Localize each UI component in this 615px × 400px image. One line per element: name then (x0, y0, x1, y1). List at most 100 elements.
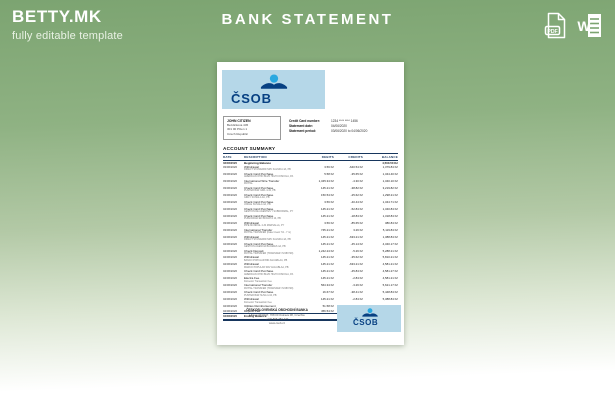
cell-credit: -45.14 Kč (350, 241, 363, 246)
table-row: 04/06/2020 Check Card Purchase GESTION AGE… (223, 242, 398, 249)
csob-logo-icon (260, 74, 288, 89)
description-main: International Transfer (244, 227, 273, 232)
cell-date: 03/06/2020 (223, 185, 237, 190)
cell-debit: 564.34 Kč (320, 283, 334, 288)
footer-bank-phone: +420 595 782 477 (265, 316, 289, 321)
table-row: 03/06/2020 Withdrawal DIRECT STANDARD SRV … (223, 165, 398, 172)
pdf-file-icon[interactable]: PDF (542, 11, 569, 40)
cell-description: Check Card Purchase AMERICAN OHIO BLVD HI… (244, 270, 306, 276)
table-row: 04/06/2020 Check Card Purchase PUBLICIDAD … (223, 214, 398, 221)
cell-balance: 4,581.27 Kč (382, 269, 398, 274)
description-main: Check Card Purchase (244, 185, 274, 190)
cell-debit: 3.56 Kč (324, 164, 334, 169)
description-detail: BANCO POPULAR BID AGUABLAA, PB (244, 258, 288, 262)
table-row: 04/06/2020 Withdrawal MARCO POPULAR SRV AG… (223, 263, 398, 270)
description-detail: GESTION AGENCIA BAJARES 4A, PB (244, 244, 286, 248)
description-detail: Domestic Transaction Fee (244, 279, 272, 283)
table-row: 04/06/2020 Check Card Purchase AMERICAN OH… (223, 270, 398, 277)
cell-credit: -2.84 Kč (352, 276, 363, 281)
cell-credit: -35.65 Kč (350, 171, 363, 176)
cell-description: International Transfer PAYPAL TRANSFER (T… (244, 284, 306, 290)
word-file-icon[interactable]: W (577, 11, 604, 40)
description-main: Check Card Purchase (244, 206, 274, 211)
cell-description: International Wire Transfer PAYPAL (244, 178, 306, 186)
description-detail: PAYPAL TRANSFER (TRANSFER 7/2483729) (244, 251, 294, 255)
description-main: Withdrawal (244, 255, 259, 260)
description-main: Withdrawal (244, 164, 259, 169)
cell-date: 04/06/2020 (223, 297, 237, 302)
cell-credit: -45.84 Kč (350, 269, 363, 274)
cell-debit: 145.21 Kč (320, 185, 334, 190)
cell-date: 03/06/2020 (223, 160, 237, 165)
table-row: 03/06/2020 Beginning Balance 4,500.50 Kč (223, 161, 398, 165)
page-title: BANK STATEMENT (221, 11, 394, 28)
description-main: Withdrawal (244, 262, 259, 267)
cell-description: Check Card Purchase GESTION DE AGENTES Y … (244, 206, 306, 214)
statement-date-value: 04/06/2020 (331, 123, 347, 128)
description-main: Check Card Purchase (244, 213, 274, 218)
cell-balance: 1,298.21 Kč (382, 192, 398, 197)
cell-date: 04/06/2020 (223, 241, 237, 246)
account-holder-address1: Bezdickova 445 (227, 123, 249, 128)
account-summary-title: ACCOUNT SUMMARY (223, 146, 276, 151)
description-main: Deposit Fee (244, 308, 261, 313)
cell-debit: 1,242.24 Kč (318, 248, 334, 253)
csob-logo-header: ČSOB (222, 70, 325, 109)
description-detail: PAYPAL (244, 182, 253, 186)
cell-balance: 4,500.50 Kč (382, 160, 398, 165)
description-main: Check Card Purchase (244, 290, 274, 295)
description-detail: PIPE MUNDIAL 4-34 MARSALLA, PY (244, 223, 285, 227)
description-detail: GESTION DE AGENTES Y SUBNORMAL, PY (244, 209, 294, 213)
brand-tagline: fully editable template (12, 30, 123, 42)
cell-debit: 1,345.34 Kč (318, 178, 334, 183)
cell-description: Check Card Purchase PUNTER BAR GIRL 4-34,… (244, 185, 306, 193)
table-row: 04/06/2020 Withdrawal DIRECT STANDARD SRV … (223, 235, 398, 242)
cell-debit: 145.21 Kč (320, 206, 334, 211)
cell-debit: 145.21 Kč (320, 297, 334, 302)
cell-credit: -38.82 Kč (350, 185, 363, 190)
footer-bank-name: ČESKOSLOVENSKÁ OBCHODNÍ BANKA (246, 308, 308, 312)
footer-bank-website: www.csob.cz (268, 320, 286, 325)
csob-logo-text: ČSOB (353, 318, 379, 327)
cell-date: 03/06/2020 (223, 227, 237, 232)
description-main: Check Card Purchase (244, 171, 274, 176)
transactions-table: DATE DESCRIPTION DEBITS CREDITS BALANCE … (223, 153, 398, 321)
cell-credit: -633.21 Kč (349, 262, 363, 267)
description-detail: PAYPAL TRANSFER (Fake Invest 7/2 - 7 m) (244, 230, 291, 234)
cell-debit: 145.21 Kč (320, 255, 334, 260)
cell-credit: -3.26 Kč (352, 283, 363, 288)
description-main: International Wire Transfer (244, 178, 280, 183)
statement-info-block: Credit Card number: 1234 **** **** 1456 … (289, 119, 401, 133)
cell-description: Utilities Reimbursement (244, 305, 306, 308)
table-row: 04/06/2020 Check Card Purchase GESTION DE … (223, 207, 398, 214)
description-detail: AMERICAN OHIO BLVD HIGH KOSKOLA, PA (244, 272, 294, 276)
cell-credit: -35.62 Kč (350, 255, 363, 260)
description-main: Withdrawal (244, 234, 259, 239)
description-main: Withdrawal (244, 220, 259, 225)
cell-balance: 1,340.10 Kč (382, 178, 398, 183)
cell-debit: 3.56 Kč (324, 220, 334, 225)
cell-balance: 1,344.40 Kč (382, 171, 398, 176)
cell-debit: 145.21 Kč (320, 269, 334, 274)
cell-balance: 5,388.84 Kč (382, 297, 398, 302)
cell-date: 03/06/2020 (223, 164, 237, 169)
cell-balance: 4,340.17 Kč (382, 241, 398, 246)
description-detail: Domestic Transaction Fee (244, 300, 272, 304)
cell-balance: 5,810.21 Kč (382, 255, 398, 260)
table-row: 03/06/2020 International Wire Transfer PAY… (223, 179, 398, 186)
cell-description: Withdrawal BANCO POPULAR BID AGUABLAA, PB (244, 256, 306, 262)
table-body: 03/06/2020 Beginning Balance 4,500.50 Kč 03… (223, 161, 398, 321)
cell-date: 04/06/2020 (223, 276, 237, 281)
cell-date: 04/06/2020 (223, 308, 237, 313)
table-row: 03/06/2020 Check Card Purchase PUNTER BAR … (223, 186, 398, 193)
account-holder-address3: Czech Republic (227, 131, 249, 136)
cell-credit: -640.54 Kč (349, 164, 363, 169)
table-row: 03/06/2020 Check Card Purchase AMERICAN OH… (223, 172, 398, 179)
cell-balance: 380.84 Kč (384, 220, 398, 225)
description-main: Ending Balance (244, 313, 267, 318)
cell-description: Check Card Purchase UNCLE SUNGLA 4A, PB (244, 200, 306, 207)
cell-balance: 3,219.82 Kč (382, 185, 398, 190)
cell-date: 04/06/2020 (223, 255, 237, 260)
description-detail: PUNTER BAR GIRL 4-34, PB (244, 189, 276, 193)
description-detail: UNCLE SUNGLA 4A, PB (244, 202, 271, 206)
